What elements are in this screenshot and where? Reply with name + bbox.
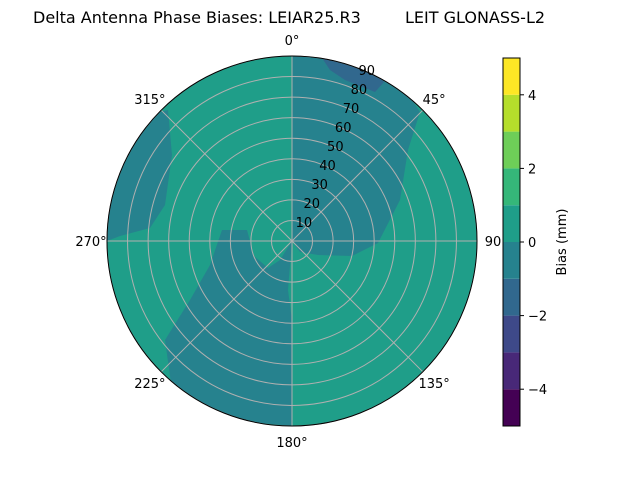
chart-subtitle: LEIT GLONASS-L2 [405, 8, 545, 27]
colorbar-band-1 [503, 352, 520, 390]
grid-spoke-45 [291, 109, 424, 242]
chart-title: Delta Antenna Phase Biases: LEIAR25.R3 [33, 8, 361, 27]
colorbar-band-4 [503, 242, 520, 279]
radial-tick-label-40: 40 [319, 159, 336, 174]
region-south-west-sector [165, 230, 292, 426]
colorbar-tick-label--4: −4 [528, 383, 547, 398]
colorbar-label: Bias (mm) [555, 209, 570, 276]
polar-plot-area: 10 20 30 40 50 60 70 80 90 0° 45° 90 135° 180° 225° 27… [75, 34, 501, 451]
angular-tick-label-135: 135° [418, 377, 449, 392]
region-north-east-sector [292, 56, 420, 256]
radial-tick-label-10: 10 [296, 216, 313, 231]
radial-tick-labels: 10 20 30 40 50 60 70 80 90 [296, 64, 375, 231]
radial-tick-label-70: 70 [343, 102, 360, 117]
angular-tick-label-225: 225° [134, 377, 165, 392]
colorbar-tick-label-0: 0 [528, 236, 536, 251]
radial-tick-label-50: 50 [327, 140, 344, 155]
colorbar-tick-label-4: 4 [528, 89, 536, 104]
colorbar-band-8 [503, 94, 520, 132]
angular-tick-label-0: 0° [285, 34, 300, 49]
polar-grid [106, 55, 478, 427]
angular-tick-label-315: 315° [134, 93, 165, 108]
colorbar: −4 −2 0 2 4 Bias (mm) [502, 57, 570, 427]
grid-spoke-225 [160, 240, 293, 373]
colorbar-band-0 [503, 389, 520, 426]
angular-tick-label-180: 180° [276, 436, 307, 451]
radial-tick-label-60: 60 [335, 121, 352, 136]
colorbar-band-6 [503, 168, 520, 206]
radial-tick-label-30: 30 [311, 178, 328, 193]
grid-spoke-135 [291, 240, 424, 373]
grid-spoke-315 [160, 109, 293, 242]
region-north-rim-patch [322, 58, 384, 92]
colorbar-band-9 [503, 58, 520, 95]
angular-tick-label-90: 90 [485, 235, 502, 250]
radial-tick-label-90: 90 [359, 64, 376, 79]
colorbar-band-7 [503, 131, 520, 169]
polar-outline [106, 55, 478, 427]
angular-tick-labels: 0° 45° 90 135° 180° 225° 270° 315° [75, 34, 501, 451]
colorbar-tick-label-2: 2 [528, 162, 536, 177]
radial-tick-label-20: 20 [303, 197, 320, 212]
colorbar-band-2 [503, 315, 520, 353]
angular-tick-label-45: 45° [423, 93, 446, 108]
colorbar-tick-label--2: −2 [528, 310, 547, 325]
colorbar-band-5 [503, 205, 520, 242]
angular-tick-label-270: 270° [75, 235, 106, 250]
colorbar-band-3 [503, 278, 520, 316]
radial-tick-label-80: 80 [351, 83, 368, 98]
